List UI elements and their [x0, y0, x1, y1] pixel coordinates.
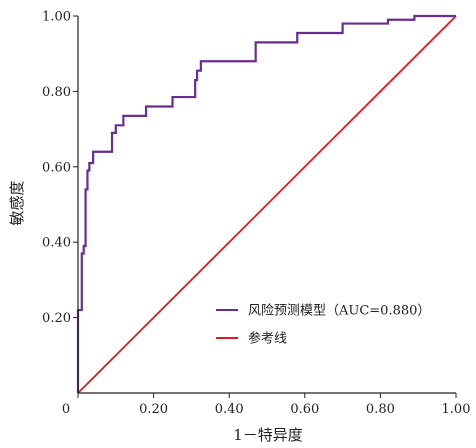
x-tick-label: 0.60	[290, 402, 319, 417]
x-tick-label: 0.20	[139, 402, 168, 417]
x-axis-title: 1－特异度	[233, 426, 303, 444]
y-tick-label: 0.20	[42, 311, 71, 326]
y-axis-title: 敏感度	[8, 180, 26, 225]
y-tick-label: 0.80	[42, 85, 71, 100]
series-line-1	[77, 15, 457, 394]
plot-lines	[76, 14, 457, 394]
y-axis-ticks: 0.20 0.40 0.60 0.80 1.00	[42, 10, 78, 326]
x-tick-label: 0.80	[366, 402, 395, 417]
legend-label-1: 参考线	[248, 331, 287, 347]
axes	[77, 16, 456, 394]
x-tick-label: 1.00	[442, 402, 471, 417]
x-axis-ticks: 0 0.20 0.40 0.60 0.80 1.00	[62, 393, 471, 417]
x-tick-label: 0.40	[215, 402, 244, 417]
series-line-0	[76, 14, 456, 393]
y-tick-label: 1.00	[42, 10, 71, 25]
x-tick-label: 0	[62, 402, 70, 417]
legend-label-0: 风险预测模型（AUC=0.880）	[248, 304, 430, 319]
y-tick-label: 0.60	[42, 160, 71, 175]
legend: 风险预测模型（AUC=0.880） 参考线	[216, 304, 430, 347]
y-tick-label: 0.40	[42, 236, 71, 251]
